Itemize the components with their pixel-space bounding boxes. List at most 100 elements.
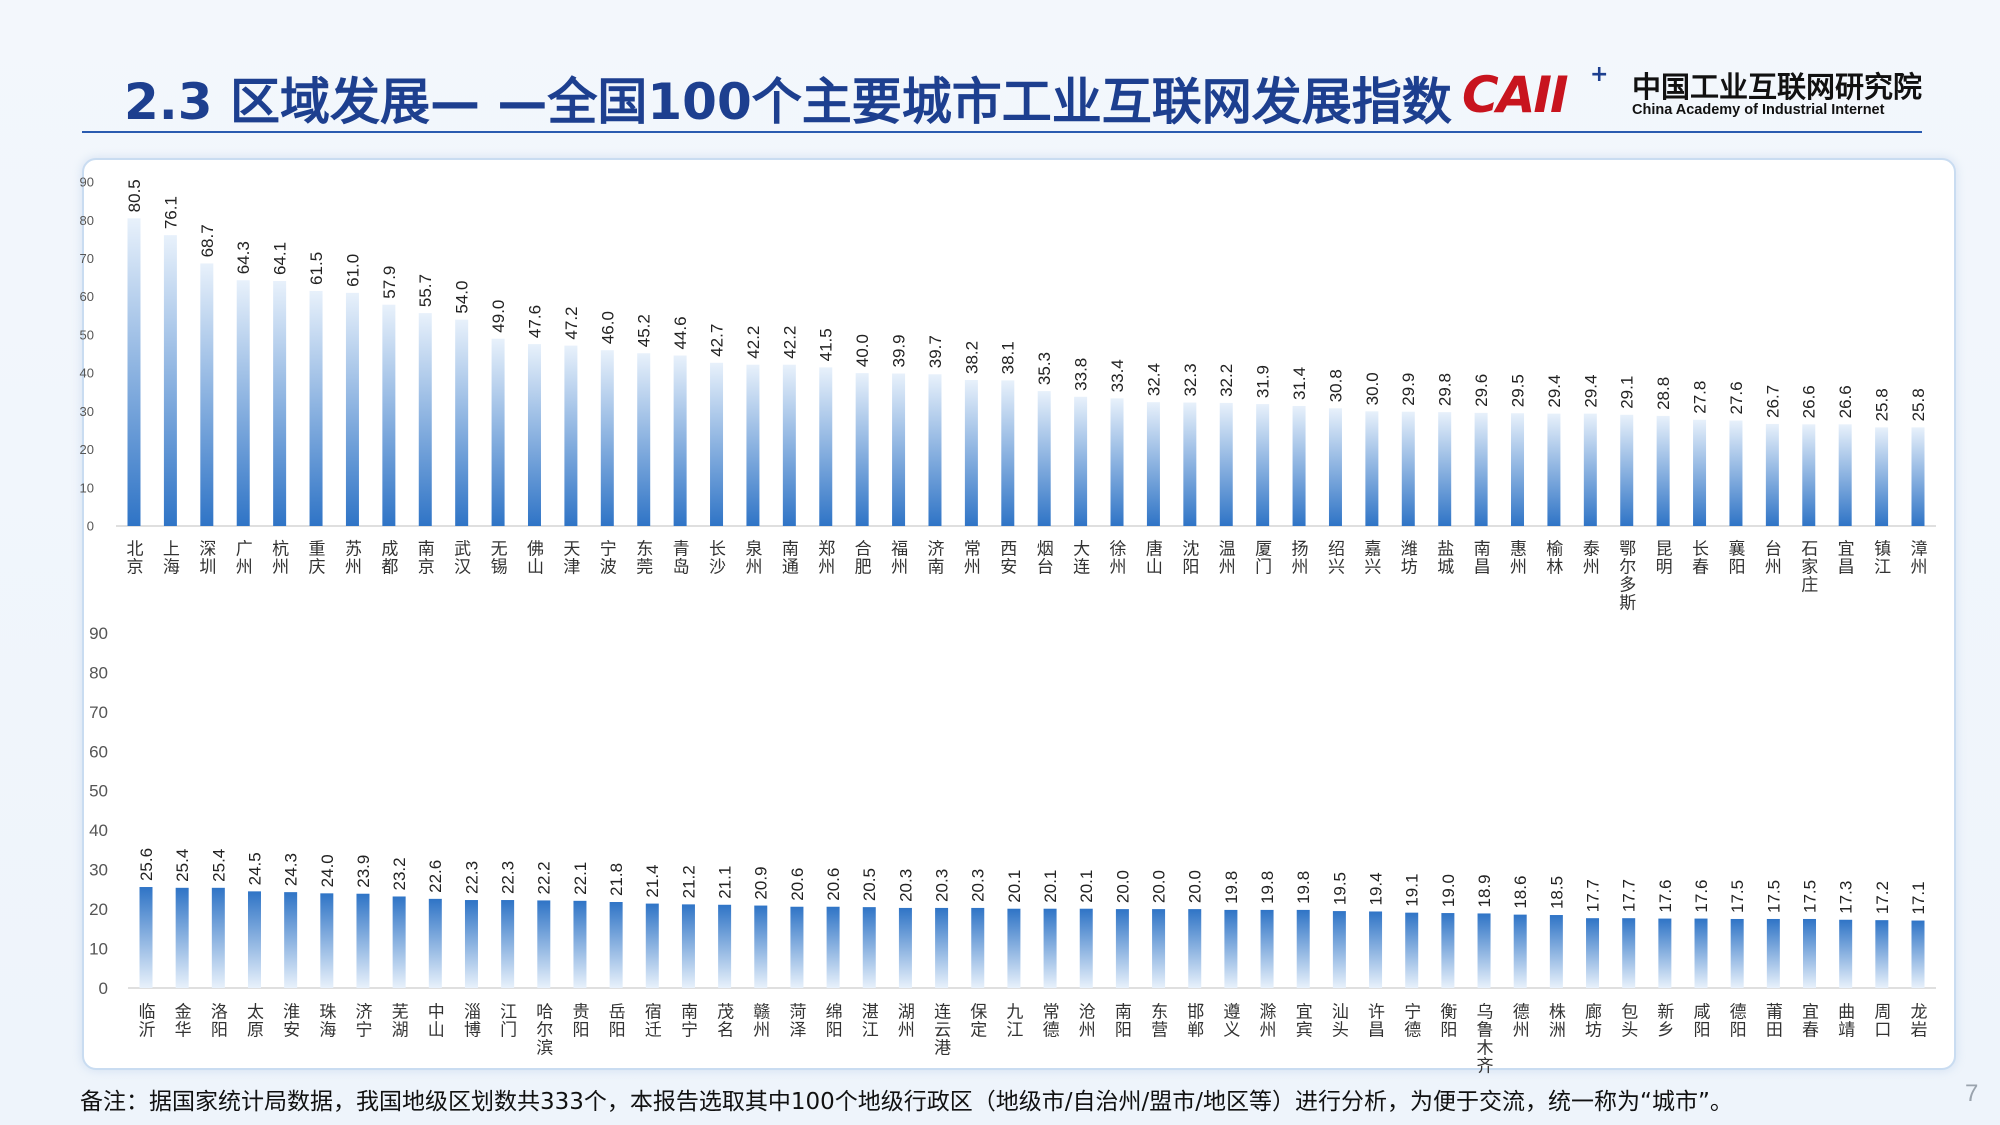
chart2-bar-24 [1007,908,1021,988]
chart1-bar-37 [1474,412,1488,526]
chart1-category-label-1: 上海 [163,539,180,577]
chart2-category-label-20: 湛江 [862,1002,879,1040]
chart2-y-tick-2: 20 [89,900,108,919]
chart2-bar-4 [284,892,298,988]
chart1-y-tick-4: 40 [80,366,94,381]
chart2-bar-32 [1296,909,1310,988]
chart2-y-tick-5: 50 [89,782,108,801]
chart2-value-label-41: 17.7 [1620,879,1639,912]
chart1-bar-0 [127,218,141,527]
chart1-category-label-39: 榆林 [1546,539,1563,577]
chart2-bar-46 [1803,918,1817,988]
chart1-y-tick-2: 20 [80,442,94,457]
chart2-value-label-35: 19.1 [1403,874,1422,907]
chart2-bar-30 [1224,909,1238,988]
chart1-bar-4 [273,280,287,526]
chart2-bar-33 [1332,911,1346,988]
chart2-category-label-14: 宿迁 [645,1002,662,1040]
chart2-y-tick-8: 80 [89,663,108,682]
chart1-bar-6 [345,292,359,526]
chart2-value-label-5: 24.0 [318,854,337,887]
page-title: 2.3 区域发展— —全国100个主要城市工业互联网发展指数 [124,73,1452,131]
chart1-category-label-34: 嘉兴 [1364,539,1381,577]
chart-top: 0 10 20 30 40 50 60 70 80 90 80.5 北京 76.1 上海 68.7 深圳 64.… [80,175,1936,613]
chart2-value-label-44: 17.5 [1728,880,1747,913]
chart1-category-label-6: 苏州 [345,539,362,577]
chart1-bar-35 [1401,411,1415,526]
chart1-bar-29 [1183,402,1197,526]
chart1-value-label-21: 39.9 [890,334,909,367]
chart2-category-label-37: 乌鲁木齐 [1477,1002,1494,1076]
chart2-value-label-27: 20.0 [1113,870,1132,903]
chart2-bar-11 [537,900,551,988]
chart1-category-label-4: 杭州 [272,539,289,577]
chart2-bar-47 [1839,919,1853,988]
chart1-category-label-17: 泉州 [745,539,762,577]
chart1-bar-9 [455,319,469,526]
chart2-bar-16 [718,904,732,988]
chart1-bar-40 [1583,413,1597,526]
chart2-category-label-38: 德州 [1513,1002,1530,1040]
chart2-category-label-21: 湖州 [898,1002,915,1040]
chart2-value-label-6: 23.9 [354,855,373,888]
chart1-category-label-22: 济南 [927,539,944,577]
footnote: 备注：据国家统计局数据，我国地级区划数共333个，本报告选取其中100个地级行政… [80,1089,1733,1115]
chart1-bar-45 [1765,423,1779,526]
chart1-bar-24 [1001,380,1015,526]
chart2-category-label-34: 许昌 [1368,1002,1385,1040]
chart1-bar-32 [1292,405,1306,526]
chart1-value-label-34: 30.0 [1363,372,1382,405]
chart2-bar-10 [501,900,515,988]
chart1-value-label-6: 61.0 [343,254,362,287]
chart2-bar-7 [392,896,406,988]
chart1-bar-13 [600,350,614,526]
chart1-category-label-44: 襄阳 [1728,538,1745,577]
chart2-value-label-12: 22.1 [571,862,590,895]
chart1-category-label-30: 温州 [1219,539,1236,577]
chart2-category-label-35: 宁德 [1404,1002,1421,1040]
chart2-bar-5 [320,893,334,988]
chart1-bar-2 [200,263,214,526]
chart2-value-label-22: 20.3 [933,869,952,902]
chart2-bar-45 [1766,918,1780,988]
chart1-bar-7 [382,304,396,526]
chart1-bar-17 [746,364,760,526]
chart1-category-label-3: 广州 [236,539,253,577]
chart2-value-label-7: 23.2 [390,857,409,890]
chart2-category-label-42: 新乡 [1657,1002,1674,1040]
chart1-category-label-7: 成都 [381,539,398,577]
chart2-category-label-46: 宜春 [1802,1002,1819,1040]
chart1-category-label-37: 南昌 [1474,539,1491,577]
chart1-value-label-28: 32.4 [1144,363,1163,396]
chart2-bar-25 [1043,908,1057,988]
chart2-category-label-49: 龙岩 [1911,1002,1928,1040]
chart2-category-label-2: 洛阳 [211,1002,228,1040]
chart1-value-label-18: 42.2 [780,326,799,359]
chart1-value-label-2: 68.7 [198,224,217,257]
chart1-bar-22 [928,374,942,526]
chart2-category-label-11: 哈尔滨 [536,1002,553,1058]
chart1-value-label-37: 29.6 [1472,374,1491,407]
chart1-bar-43 [1693,419,1707,526]
chart1-value-label-5: 61.5 [307,252,326,285]
chart2-bar-29 [1188,909,1202,988]
chart1-category-label-14: 东莞 [636,539,653,577]
chart1-bar-39 [1547,413,1561,526]
chart2-bar-3 [247,891,261,988]
chart2-value-label-47: 17.3 [1837,881,1856,914]
chart2-bar-37 [1477,913,1491,988]
chart2-category-label-48: 周口 [1874,1002,1891,1040]
chart1-bar-46 [1802,424,1816,526]
chart2-bar-22 [935,907,949,988]
chart2-y-tick-3: 30 [89,861,108,880]
chart2-category-label-0: 临沂 [139,1002,156,1040]
chart1-value-label-27: 33.4 [1108,359,1127,392]
chart2-category-label-28: 东营 [1151,1002,1168,1040]
chart2-value-label-36: 19.0 [1439,874,1458,907]
chart2-value-label-2: 25.4 [209,849,228,882]
chart2-bar-17 [754,905,768,988]
chart1-value-label-44: 27.6 [1727,381,1746,414]
chart2-value-label-49: 17.1 [1909,881,1928,914]
chart1-value-label-13: 46.0 [598,311,617,344]
chart1-value-label-0: 80.5 [125,179,144,212]
